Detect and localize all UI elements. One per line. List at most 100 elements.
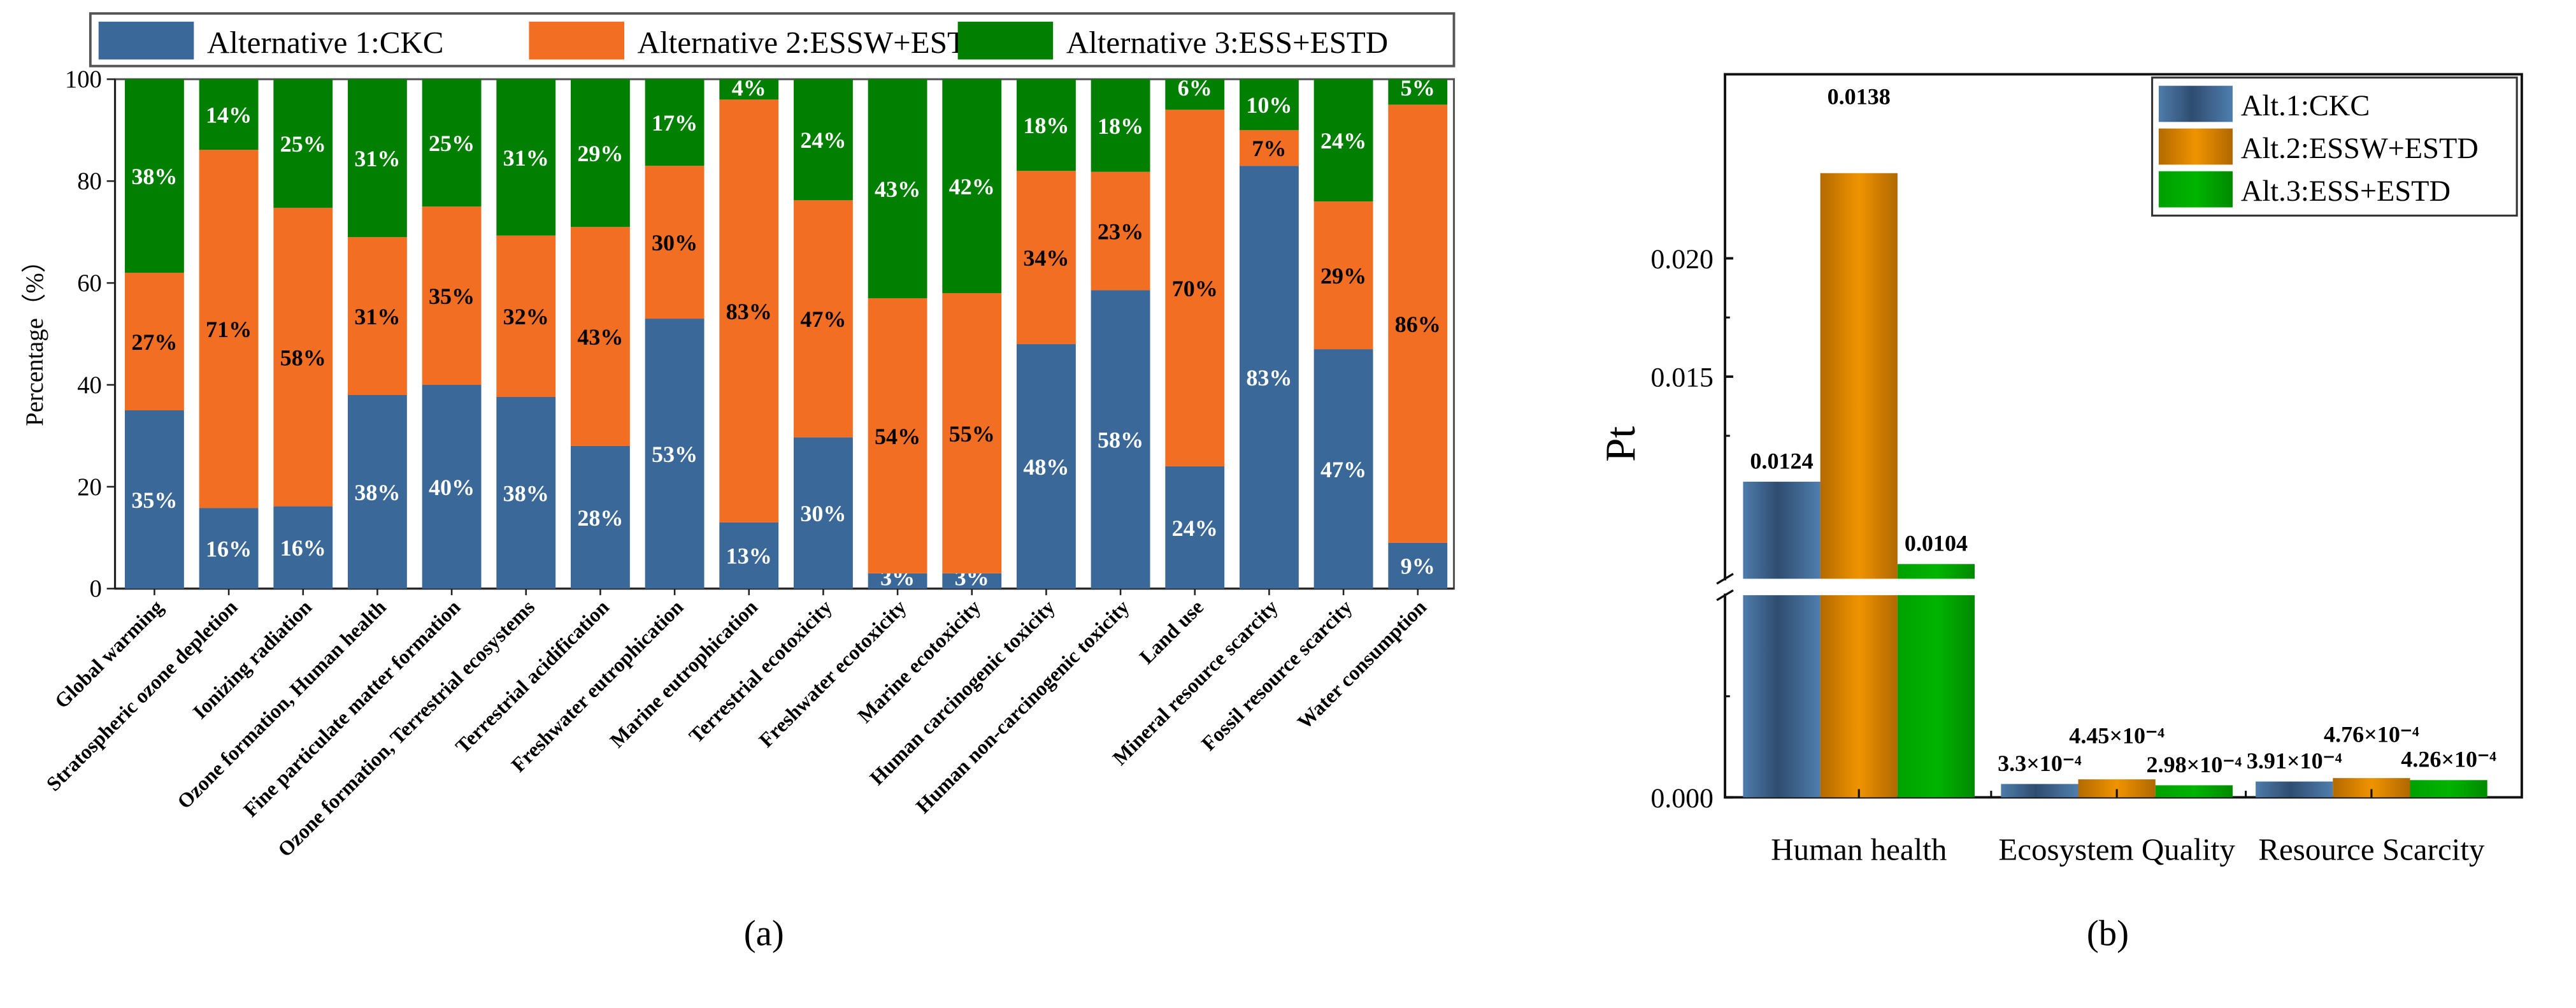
bar (1743, 595, 1821, 798)
y-axis-label: Percentage（%） (22, 248, 48, 426)
y-tick-label: 0.015 (1650, 363, 1714, 393)
axis-break-gap (1715, 580, 1735, 594)
data-label: 53% (652, 442, 698, 467)
data-label: 6% (1178, 75, 1212, 101)
bar-segment (422, 385, 482, 589)
bar-segment (1388, 542, 1448, 589)
data-label: 5% (1401, 75, 1435, 101)
bar (2001, 784, 2079, 798)
bar (1820, 173, 1898, 579)
bar-segment (1165, 79, 1225, 110)
bar-segment (942, 573, 1002, 589)
x-tick-label: Water consumption (1292, 595, 1431, 733)
legend-swatch (2158, 171, 2233, 208)
legend-swatch (98, 22, 194, 60)
data-label: 10% (1246, 92, 1292, 118)
bar-segment (719, 79, 779, 100)
bar-segment (645, 79, 705, 166)
bar-segment (1239, 79, 1299, 131)
data-label: 29% (1320, 263, 1366, 289)
bar-segment (868, 79, 927, 299)
data-label: 4.76×10⁻⁴ (2324, 721, 2419, 747)
bar-segment (1239, 166, 1299, 589)
x-tick-label: Terrestrial ecotoxicity (684, 595, 836, 747)
bar-segment (1388, 79, 1448, 105)
data-label: 4.45×10⁻⁴ (2069, 723, 2165, 748)
data-label: 3.3×10⁻⁴ (1998, 751, 2082, 776)
bar-segment (422, 79, 482, 207)
legend-label: Alt.2:ESSW+ESTD (2241, 133, 2479, 165)
legend-box (89, 12, 1456, 68)
data-label: 27% (131, 329, 177, 355)
bar-segment (793, 200, 853, 438)
bar-segment (496, 397, 556, 589)
bar-segment (645, 166, 705, 319)
bar-segment (1165, 110, 1225, 466)
data-label: 16% (206, 536, 252, 561)
data-label: 9% (1401, 554, 1435, 579)
bar-segment (496, 79, 556, 236)
bar-segment (793, 437, 853, 589)
data-label: 83% (726, 299, 772, 324)
bar (2256, 781, 2333, 798)
y-tick-label: 20 (77, 474, 102, 501)
bar-segment (868, 298, 927, 573)
bar-segment (719, 99, 779, 522)
data-label: 47% (800, 306, 846, 332)
bar-segment (199, 508, 259, 589)
data-label: 3.91×10⁻⁴ (2247, 748, 2342, 774)
y-tick-label: 40 (77, 372, 102, 399)
data-label: 58% (280, 345, 326, 370)
bar-segment (1313, 201, 1373, 350)
x-tick-label: Human health (1771, 832, 1947, 867)
y-tick-label: 60 (77, 270, 102, 297)
bar (2410, 780, 2487, 798)
data-label: 31% (354, 304, 400, 329)
data-label: 35% (131, 487, 177, 513)
data-label: 43% (875, 176, 920, 202)
bar-segment (125, 410, 184, 589)
data-label: 55% (949, 421, 995, 447)
bar (2155, 785, 2233, 798)
legend-label: Alternative 2:ESSW+ESTD (638, 25, 989, 60)
data-label: 54% (875, 424, 920, 449)
data-label: 0.0138 (1828, 83, 1891, 109)
data-label: 32% (503, 304, 549, 329)
data-label: 30% (652, 230, 698, 256)
bar-segment (571, 445, 630, 589)
bar-segment (571, 227, 630, 446)
bar-segment (868, 573, 927, 589)
bar-segment (348, 79, 407, 238)
data-label: 31% (354, 146, 400, 171)
bar-segment (1016, 79, 1076, 171)
data-label: 18% (1098, 113, 1143, 139)
data-label: 71% (206, 317, 252, 342)
data-label: 18% (1023, 113, 1069, 138)
legend-label: Alt.3:ESS+ESTD (2241, 175, 2451, 208)
bar-segment (422, 206, 482, 385)
data-label: 2.98×10⁻⁴ (2147, 752, 2242, 777)
data-label: 38% (354, 480, 400, 505)
data-label: 24% (800, 127, 846, 153)
legend-label: Alternative 3:ESS+ESTD (1066, 25, 1388, 60)
bar-segment (348, 237, 407, 396)
data-label: 7% (1252, 136, 1286, 161)
x-tick-label: Ecosystem Quality (1998, 832, 2235, 867)
bar-segment (942, 293, 1002, 573)
data-label: 24% (1320, 128, 1366, 154)
data-label: 4% (732, 75, 766, 101)
legend-swatch (529, 22, 625, 60)
data-label: 38% (503, 480, 549, 506)
legend-swatch (2158, 85, 2233, 122)
x-tick-label: Freshwater ecotoxicity (754, 595, 910, 751)
bar-segment (125, 273, 184, 410)
data-label: 83% (1246, 365, 1292, 391)
data-label: 25% (280, 131, 326, 157)
data-label: 28% (577, 505, 623, 531)
data-label: 35% (429, 284, 475, 309)
data-label: 42% (949, 174, 995, 199)
data-label: 43% (577, 324, 623, 350)
x-tick-label: Land use (1134, 595, 1208, 668)
bar-segment (942, 79, 1002, 294)
